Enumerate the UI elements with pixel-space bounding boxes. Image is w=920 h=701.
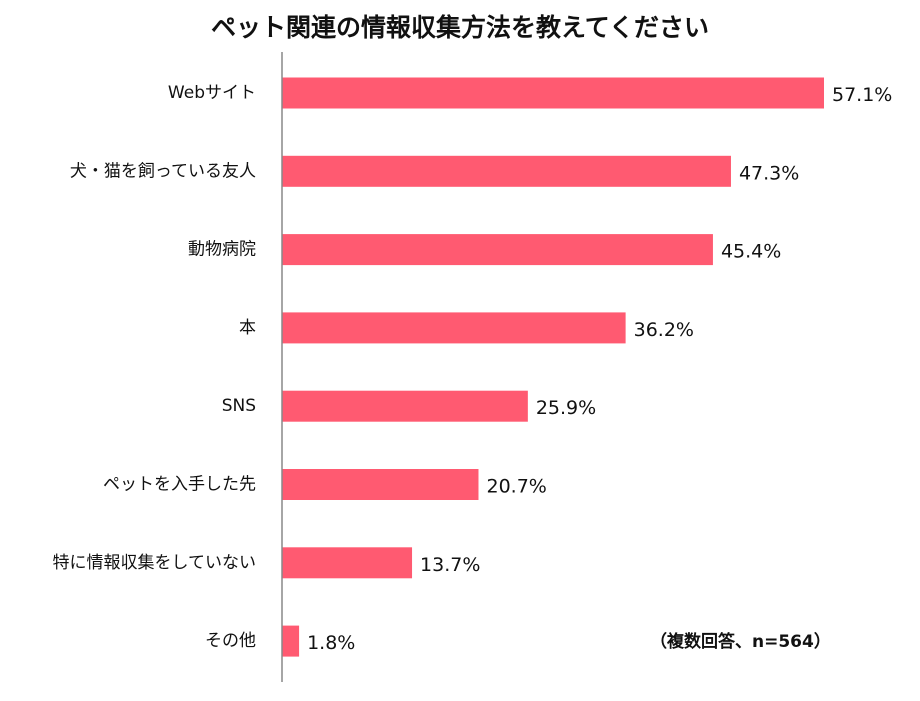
bar	[282, 312, 626, 344]
value-label: 13.7%	[420, 554, 480, 576]
category-label: Webサイト	[168, 83, 256, 103]
category-label: 特に情報収集をしていない	[53, 553, 257, 573]
value-label: 36.2%	[634, 319, 694, 341]
category-label: ペットを入手した先	[103, 475, 256, 495]
bars-group	[282, 77, 824, 657]
value-label: 57.1%	[832, 84, 892, 106]
category-label: その他	[205, 631, 256, 651]
bar	[282, 547, 413, 579]
category-label: 本	[239, 318, 256, 338]
value-label: 1.8%	[307, 632, 355, 654]
value-labels-group: 57.1% 47.3% 45.4% 36.2% 25.9% 20.7% 13.7% 1.8%	[307, 84, 892, 654]
bar	[282, 390, 528, 422]
category-label: 動物病院	[188, 240, 256, 260]
bar	[282, 469, 479, 500]
sample-note: （複数回答、n=564）	[650, 632, 831, 652]
bar	[282, 155, 731, 187]
chart-title: ペット関連の情報収集方法を教えてください	[210, 13, 709, 42]
value-label: 45.4%	[721, 241, 781, 263]
category-label: SNS	[222, 396, 256, 416]
category-label: 犬・猫を飼っている友人	[70, 161, 256, 181]
value-label: 47.3%	[739, 162, 799, 184]
value-label: 25.9%	[536, 397, 596, 419]
bar	[282, 77, 824, 109]
bar	[282, 625, 300, 657]
bar	[282, 234, 713, 266]
value-label: 20.7%	[486, 476, 546, 498]
